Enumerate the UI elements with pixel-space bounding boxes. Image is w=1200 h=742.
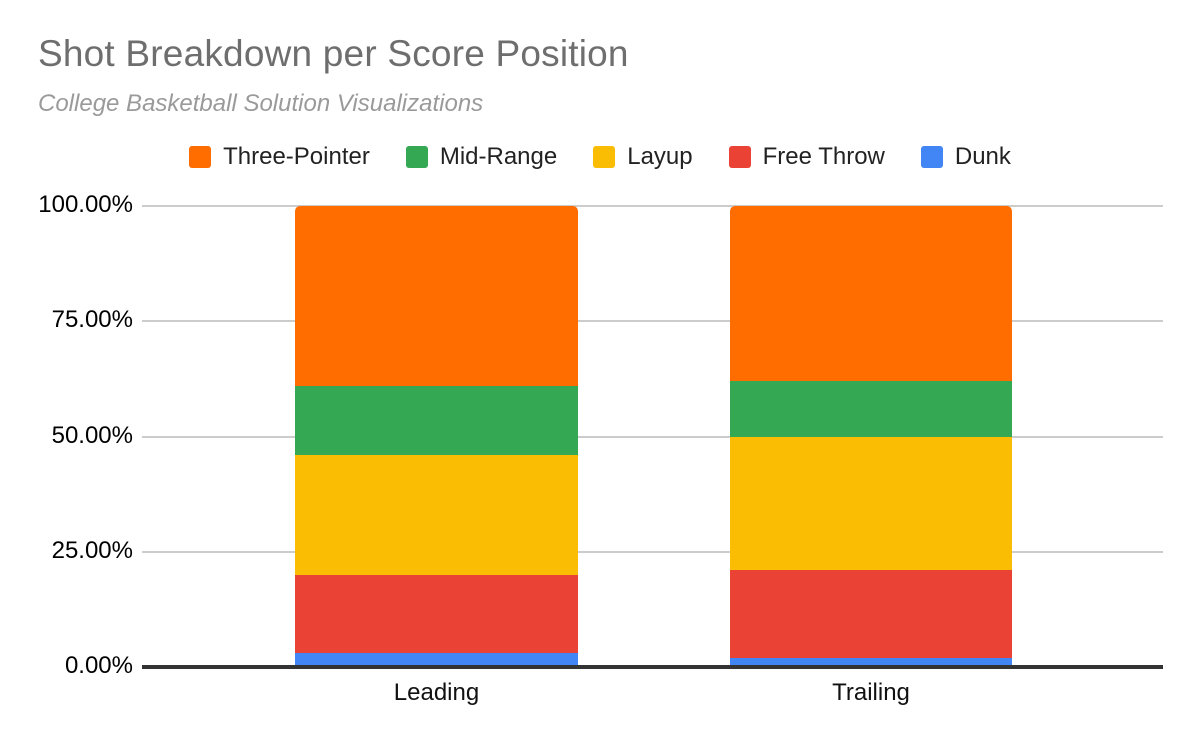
chart-title: Shot Breakdown per Score Position (38, 33, 629, 74)
y-tick-label-75: 75.00% (51, 306, 133, 334)
legend-label-free-throw: Free Throw (762, 143, 885, 170)
legend-label-dunk: Dunk (954, 143, 1011, 170)
bar-segment-leading-three-pointer[interactable] (295, 206, 578, 386)
legend-swatch-three-pointer (189, 146, 212, 168)
bar-segment-leading-layup[interactable] (295, 454, 578, 575)
bar-segment-trailing-mid-range[interactable] (730, 381, 1012, 437)
y-tick-label-0: 0.00% (64, 652, 133, 679)
legend-label-layup: Layup (627, 143, 693, 170)
legend-swatch-dunk (920, 146, 943, 168)
chart-legend: Three-Pointer Mid-Range Layup Free Throw Dun… (0, 143, 1200, 171)
bar-segment-trailing-dunk[interactable] (730, 657, 1012, 667)
legend-swatch-free-throw (728, 146, 751, 168)
bar-segment-leading-dunk[interactable] (295, 653, 578, 667)
bar-leading (295, 206, 578, 667)
bar-segment-trailing-free-throw[interactable] (730, 570, 1012, 658)
legend-swatch-mid-range (405, 146, 428, 168)
legend-item-dunk[interactable]: Dunk (920, 143, 1011, 171)
bar-segment-trailing-three-pointer[interactable] (730, 206, 1012, 382)
gridline-75 (142, 320, 1163, 323)
gridline-50 (142, 435, 1163, 438)
y-tick-label-100: 100.00% (38, 191, 133, 218)
legend-item-free-throw[interactable]: Free Throw (728, 143, 885, 171)
chart-plot-area (142, 205, 1163, 669)
x-category-label-leading: Leading (393, 679, 480, 706)
y-tick-label-25: 25.00% (51, 536, 133, 564)
legend-item-layup[interactable]: Layup (593, 143, 693, 171)
legend-swatch-layup (593, 146, 616, 168)
legend-item-mid-range[interactable]: Mid-Range (405, 143, 558, 171)
bar-trailing (730, 206, 1012, 667)
gridline-25 (142, 550, 1163, 553)
chart-subtitle: College Basketball Solution Visualizatio… (38, 90, 484, 117)
bar-segment-leading-mid-range[interactable] (295, 385, 578, 455)
gridline-100 (142, 205, 1163, 207)
legend-item-three-pointer[interactable]: Three-Pointer (189, 143, 370, 171)
x-axis-line (142, 665, 1163, 669)
x-category-label-trailing: Trailing (832, 679, 910, 706)
legend-label-three-pointer: Three-Pointer (223, 143, 370, 170)
y-tick-label-50: 50.00% (51, 421, 133, 449)
legend-label-mid-range: Mid-Range (439, 143, 558, 170)
bar-segment-leading-free-throw[interactable] (295, 574, 578, 654)
bar-segment-trailing-layup[interactable] (730, 436, 1012, 571)
